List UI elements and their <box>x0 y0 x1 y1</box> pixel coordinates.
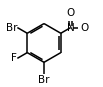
Text: Br: Br <box>6 23 17 33</box>
Text: O: O <box>80 23 89 33</box>
Text: Br: Br <box>38 75 50 85</box>
Text: O: O <box>67 8 75 18</box>
Text: F: F <box>11 53 17 63</box>
Text: N: N <box>67 23 75 33</box>
